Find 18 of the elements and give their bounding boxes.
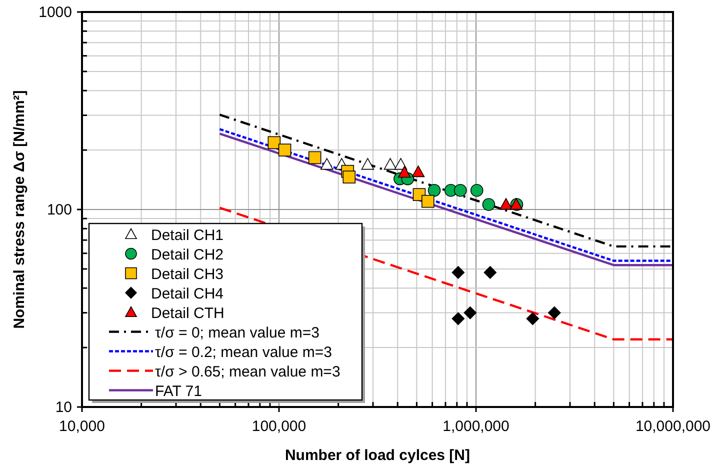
legend-label: Detail CH4 <box>151 285 224 302</box>
x-tick-label: 10,000,000 <box>635 418 711 435</box>
y-tick-label: 1000 <box>38 4 72 21</box>
legend-label: FAT 71 <box>155 382 202 400</box>
y-tick-label: 100 <box>46 202 72 218</box>
legend-label: τ/σ = 0.2; mean value m=3 <box>155 344 332 361</box>
legend-label: Detail CH3 <box>151 266 224 283</box>
x-axis-title: Number of load cylces [N] <box>284 447 470 464</box>
y-axis-title: Nominal stress range Δσ [N/mm²] <box>11 90 28 329</box>
y-tick-label: 10 <box>55 399 72 416</box>
legend-label: Detail CH1 <box>151 226 224 244</box>
x-tick-label: 10,000 <box>59 418 105 435</box>
x-tick-label: 100,000 <box>252 418 306 435</box>
legend-label: Detail CH2 <box>151 246 224 264</box>
legend-label: τ/σ = 0; mean value m=3 <box>155 324 320 342</box>
x-tick-label: 1,000,000 <box>442 418 510 435</box>
legend-label: Detail CTH <box>151 304 224 322</box>
legend-label: τ/σ > 0.65; mean value m=3 <box>155 363 340 380</box>
